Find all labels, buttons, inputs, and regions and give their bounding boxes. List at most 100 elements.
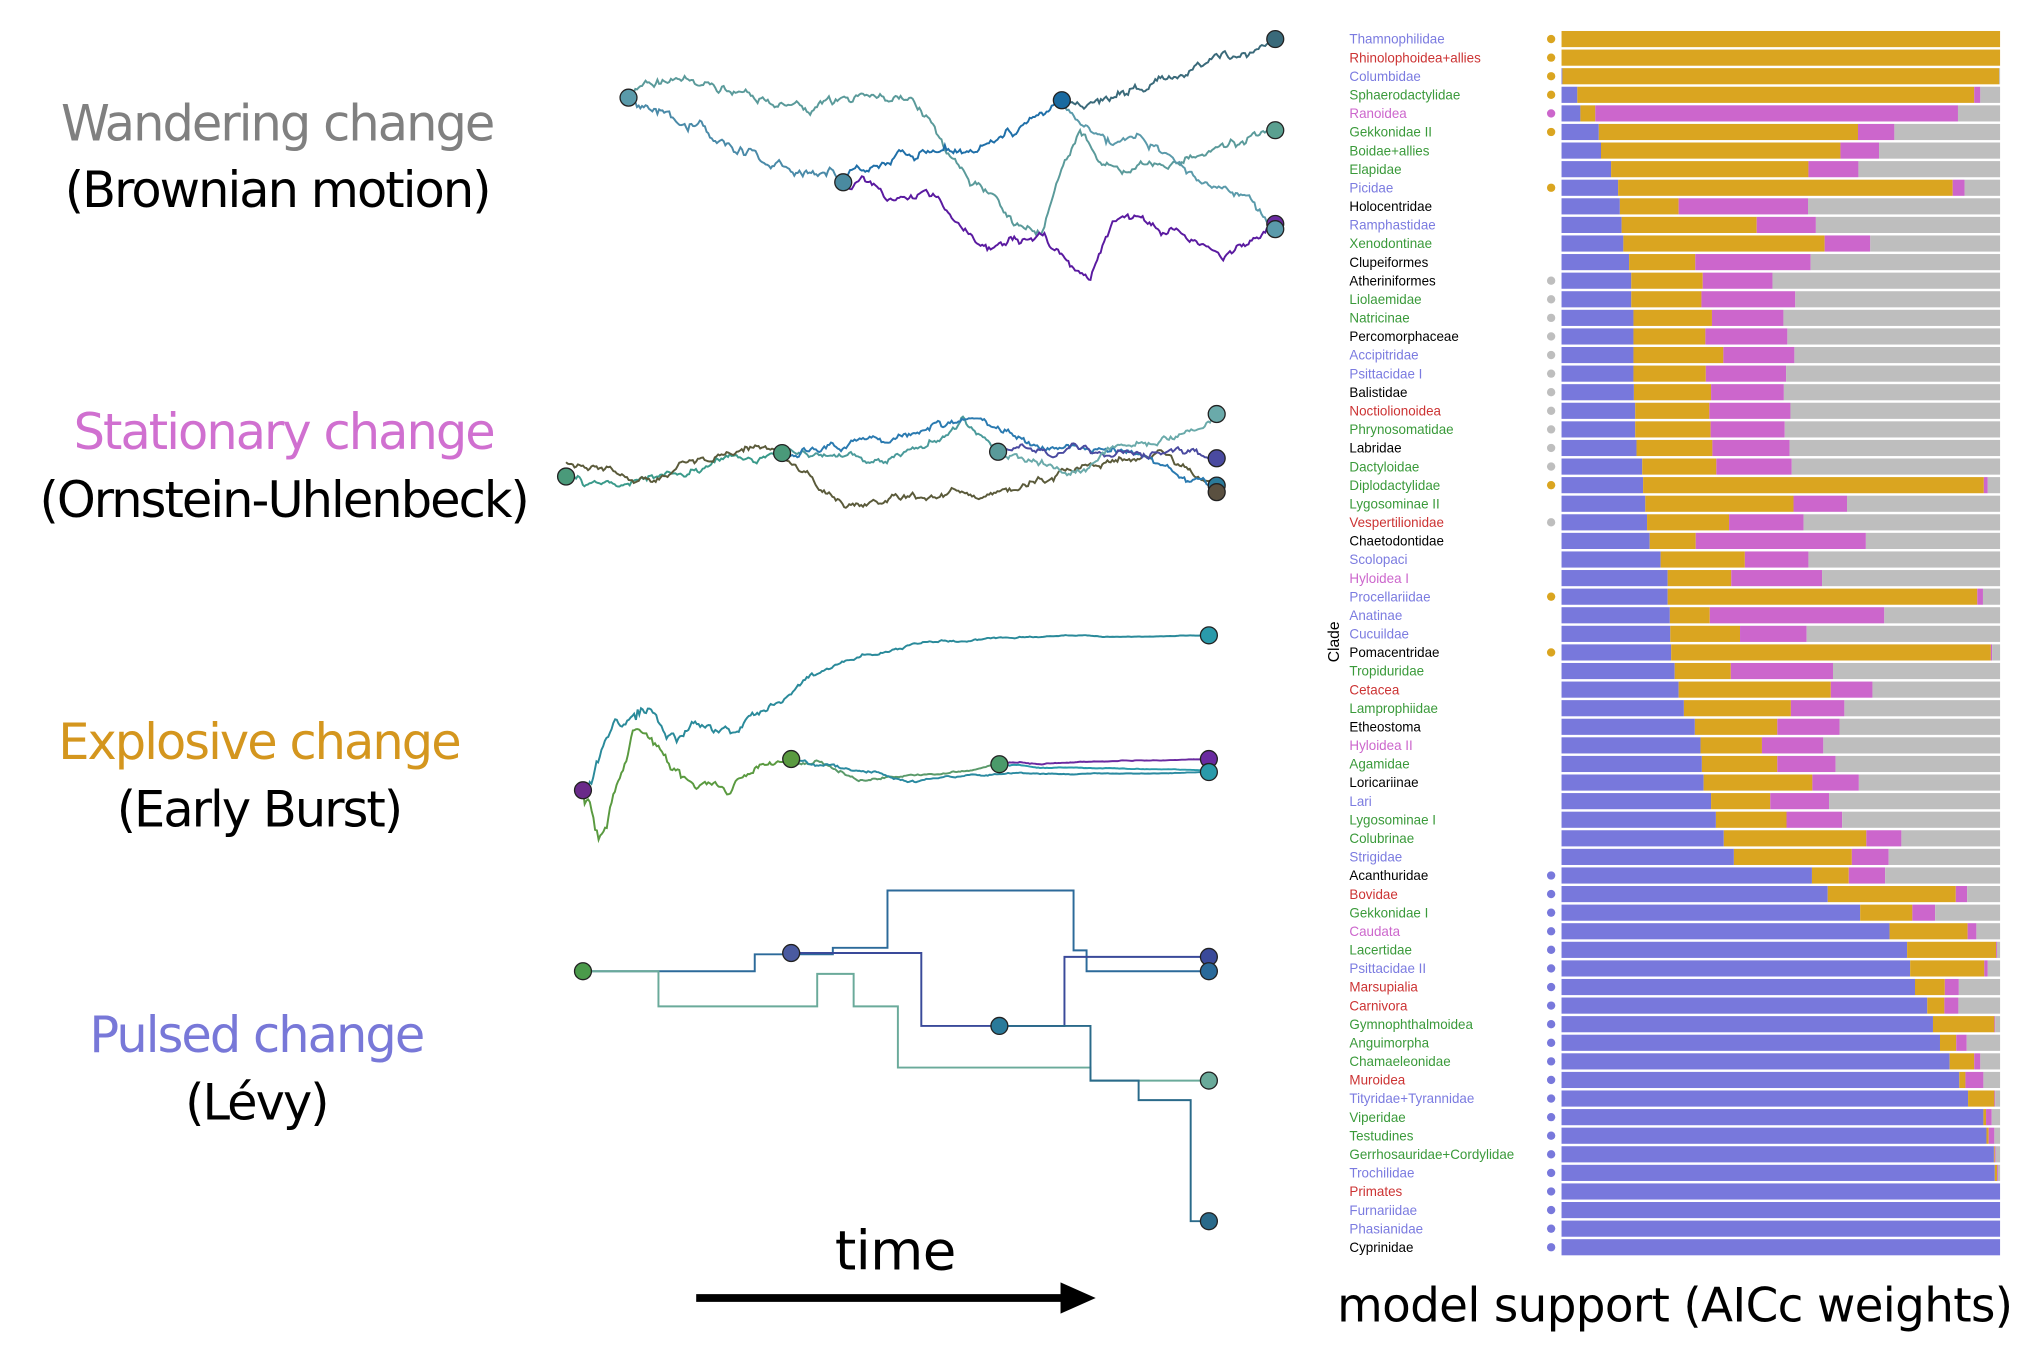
clade-row: Hyloidea II	[1349, 737, 2001, 754]
bar-segment-ou	[1997, 1164, 1998, 1181]
bar-segment-ou	[1851, 848, 1889, 865]
bar-segment-levy	[1772, 272, 2001, 289]
clade-row: Xenodontinae	[1349, 235, 2001, 252]
trait-path	[842, 175, 1276, 282]
bar-segment-levy	[1997, 941, 2001, 958]
bar-segment-ou	[1740, 625, 1807, 642]
clade-row: Tityridae+Tyrannidae	[1349, 1090, 2001, 1107]
bar-segment-eb	[1827, 886, 1956, 903]
clade-label: Ranoidea	[1349, 106, 1407, 121]
bar-segment-eb	[1643, 477, 1984, 494]
bar-segment-levy	[1872, 681, 2001, 698]
clade-label: Tityridae+Tyrannidae	[1349, 1091, 1474, 1106]
bar-segment-eb	[1670, 625, 1741, 642]
clade-label: Vespertilionidae	[1349, 515, 1444, 530]
clade-label: Noctiolionoidea	[1349, 403, 1441, 418]
clade-row: Atheriniformes	[1349, 272, 2001, 289]
bar-segment-bm	[1561, 1202, 2001, 1219]
bar-segment-levy	[1865, 532, 2001, 549]
bar-segment-eb	[1994, 1164, 1998, 1181]
clade-label: Accipitridae	[1349, 348, 1418, 363]
node-dot	[990, 1016, 1009, 1036]
bar-segment-bm	[1561, 1183, 2001, 1200]
clade-label: Procellariidae	[1349, 589, 1430, 604]
bar-segment-bm	[1561, 1146, 1994, 1163]
bar-segment-eb	[1561, 49, 2001, 66]
clade-label: Phasianidae	[1349, 1221, 1423, 1236]
clade-row: Lygosominae I	[1349, 811, 2001, 828]
model-label-early-burst: Explosive change (Early Burst)	[58, 713, 461, 839]
bar-segment-ou	[1952, 179, 1965, 196]
bar-segment-ou	[1710, 421, 1785, 438]
bar-segment-bm	[1561, 1016, 1933, 1033]
bar-segment-eb	[1647, 514, 1730, 531]
clade-row: Loricariinae	[1349, 774, 2001, 791]
trait-path	[1060, 99, 1276, 230]
node-dot	[1207, 404, 1226, 424]
bar-segment-ou	[1840, 142, 1880, 159]
clade-label: Furnariidae	[1349, 1203, 1417, 1218]
clade-label: Rhinolophoidea+allies	[1349, 50, 1481, 65]
clade-row: Cyprinidae	[1349, 1239, 2001, 1256]
trait-path	[628, 96, 845, 183]
node-dot	[782, 943, 801, 963]
bar-segment-bm	[1561, 700, 1684, 717]
bar-segment-eb	[1577, 86, 1975, 103]
node-dot	[1207, 449, 1226, 468]
bar-segment-ou	[1744, 551, 1809, 568]
bar-segment-eb	[1993, 1146, 1995, 1163]
model-name: Stationary change	[74, 403, 494, 461]
bar-segment-eb	[1671, 644, 1991, 661]
aicc-bar-chart: Thamnophilidae Rhinolophoidea+allies Colum…	[1349, 30, 2001, 1256]
node-dot	[1266, 121, 1285, 140]
bar-segment-ou	[1866, 830, 1902, 847]
clade-row: Gymnophthalmoidea	[1349, 1016, 2001, 1033]
bar-segment-bm	[1561, 458, 1643, 475]
bar-segment-ou	[1595, 105, 1958, 122]
bar-segment-bm	[1561, 1127, 1987, 1144]
clade-label: Hyloidea I	[1349, 571, 1409, 586]
best-model-dot	[1546, 1187, 1556, 1196]
bar-segment-eb	[1660, 551, 1745, 568]
bar-segment-levy	[1795, 291, 2001, 308]
clade-label: Agamidae	[1349, 757, 1409, 772]
bar-segment-levy	[1983, 1071, 2001, 1089]
clade-label: Acanthuridae	[1349, 868, 1428, 883]
best-model-dot	[1546, 982, 1556, 992]
trait-path	[627, 74, 1276, 237]
best-model-dot	[1546, 90, 1556, 99]
bar-segment-levy	[1884, 607, 2001, 624]
clade-label: Chamaeleonidae	[1349, 1054, 1450, 1069]
bar-segment-eb	[1959, 1071, 1966, 1089]
bar-segment-levy	[1987, 960, 2001, 977]
node-dot	[1199, 626, 1218, 645]
best-model-dot	[1546, 1075, 1556, 1085]
node-dot	[772, 443, 792, 463]
clade-row: Rhinolophoidea+allies	[1349, 49, 2001, 66]
clade-row: Bovidae	[1349, 886, 2001, 903]
bar-segment-eb	[1618, 179, 1953, 196]
clade-label: Columbidae	[1349, 69, 1420, 84]
clade-row: Dactyloidae	[1349, 458, 2001, 475]
time-label: time	[835, 1218, 956, 1282]
best-model-dot	[1546, 518, 1556, 527]
clade-row: Colubrinae	[1349, 830, 2001, 847]
bar-segment-ou	[1944, 978, 1959, 996]
bar-segment-levy	[1987, 477, 2001, 494]
clade-row: Scolopaci	[1349, 551, 2001, 568]
bar-segment-eb	[1811, 867, 1849, 884]
node-dot	[1199, 1212, 1218, 1231]
bar-segment-levy	[1787, 328, 2001, 345]
bar-segment-levy	[1991, 1109, 2001, 1126]
best-model-dot	[1546, 183, 1556, 192]
bar-segment-ou	[1702, 272, 1773, 289]
bar-segment-eb	[1715, 811, 1787, 828]
bar-segment-bm	[1561, 1053, 1950, 1070]
clade-label: Liolaemidae	[1349, 292, 1421, 307]
bar-segment-bm	[1561, 402, 1636, 419]
clade-row: Anatinae	[1349, 607, 2001, 624]
bar-segment-eb	[1629, 254, 1696, 271]
bar-segment-levy	[1980, 86, 2001, 103]
bar-segment-bm	[1561, 1090, 1969, 1107]
bar-segment-eb	[1711, 793, 1771, 810]
